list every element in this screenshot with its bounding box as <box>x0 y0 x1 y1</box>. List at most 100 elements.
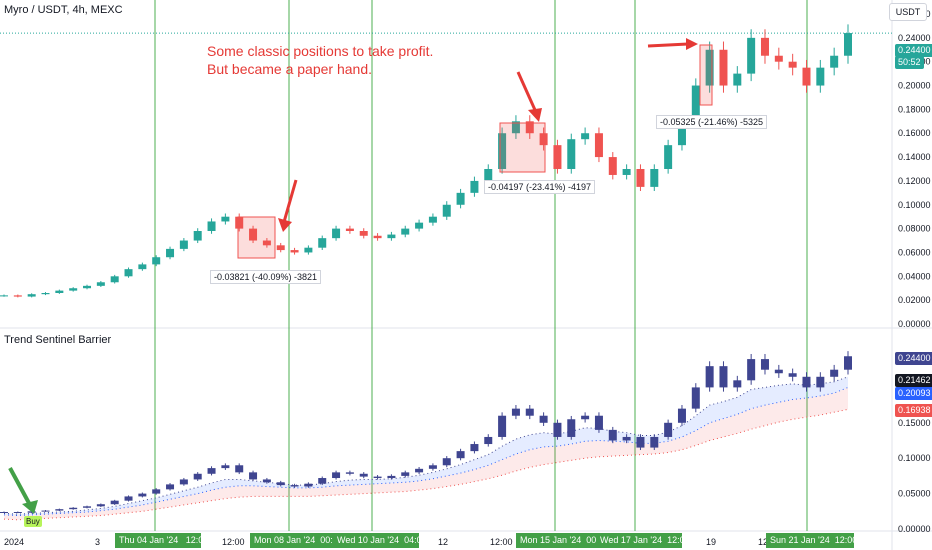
indicator-candle <box>290 485 299 487</box>
price-candle <box>290 250 299 253</box>
indicator-candle <box>470 444 479 452</box>
price-candle <box>235 216 244 229</box>
price-candle <box>525 121 534 134</box>
annotation-arrow-1 <box>282 179 298 223</box>
indicator-candle <box>262 479 271 483</box>
x-label-19: 19 <box>706 537 717 547</box>
x-highlight-5-time: 12:00 <box>667 535 690 545</box>
indicator-candle <box>318 478 327 484</box>
price-candle <box>747 37 756 74</box>
price-candle <box>138 264 147 270</box>
y-tick-label: 0.24000 <box>898 33 931 43</box>
currency-button[interactable]: USDT <box>889 3 927 21</box>
band-upper-line <box>3 376 849 515</box>
indicator-candle <box>428 465 437 469</box>
price-candle <box>55 290 64 293</box>
indicator-candle <box>13 512 22 514</box>
y-tick-label: 0.00000 <box>898 524 931 534</box>
price-candle <box>13 295 22 297</box>
y-tick-label: 0.10000 <box>898 453 931 463</box>
y-tick-label: 0.05000 <box>898 489 931 499</box>
annotation-line-1: Some classic positions to take profit. <box>207 43 434 59</box>
x-highlight-3-time: 04:00 <box>404 535 427 545</box>
indicator-candle <box>553 422 562 437</box>
indicator-candle <box>719 366 728 388</box>
indicator-tag-upper: 0.21462 <box>895 374 932 387</box>
indicator-candle <box>788 373 797 377</box>
price-candle <box>470 180 479 193</box>
indicator-candle <box>733 380 742 388</box>
price-candle <box>110 276 119 283</box>
y-tick-label: 0.04000 <box>898 271 931 281</box>
y-tick-label: 0.02000 <box>898 295 931 305</box>
indicator-candle <box>235 465 244 473</box>
indicator-candle <box>124 496 133 501</box>
indicator-candle <box>345 472 354 474</box>
price-candle <box>788 61 797 68</box>
y-tick-label: 0.14000 <box>898 152 931 162</box>
price-candle <box>179 240 188 249</box>
annotation-arrow-3 <box>647 42 689 48</box>
indicator-candle <box>138 493 147 497</box>
indicator-tag-close: 0.24400 <box>895 352 932 365</box>
y-tick-label: 0.08000 <box>898 224 931 234</box>
indicator-candle <box>401 472 410 476</box>
band-upper-fill <box>4 376 848 516</box>
y-tick-label: 0.12000 <box>898 176 931 186</box>
y-tick-label: 0.00000 <box>898 319 931 329</box>
price-candle <box>608 157 617 175</box>
indicator-candle <box>373 476 382 479</box>
price-candle <box>567 139 576 169</box>
price-candle <box>27 294 36 297</box>
y-tick-label: 0.15000 <box>898 418 931 428</box>
x-label-12: 12 <box>438 537 449 547</box>
price-candle <box>249 228 258 241</box>
x-highlight-6-time: 12:00 <box>834 535 858 545</box>
indicator-candle <box>774 369 783 374</box>
price-candle <box>166 248 175 258</box>
price-candle <box>152 257 161 265</box>
countdown-tag: 50:52 <box>895 56 924 69</box>
indicator-candle <box>193 473 202 480</box>
indicator-candle <box>816 376 825 388</box>
measure-box-3 <box>699 44 713 106</box>
measure-box-2 <box>499 122 546 173</box>
indicator-candle <box>55 509 64 511</box>
x-highlight-3-date: Wed 10 Jan '24 <box>337 535 400 545</box>
indicator-candle <box>0 512 8 514</box>
indicator-candle <box>415 468 424 473</box>
indicator-candle <box>664 422 673 437</box>
price-candle <box>539 133 548 146</box>
price-candle <box>622 169 631 175</box>
price-candle <box>774 55 783 62</box>
indicator-candle <box>525 408 534 416</box>
indicator-candle <box>276 482 285 486</box>
indicator-candle <box>844 356 852 370</box>
x-highlight-4-date: Mon 15 Jan '24 <box>520 535 582 545</box>
indicator-candle <box>594 415 603 430</box>
price-candle <box>428 216 437 223</box>
price-candle <box>304 247 313 253</box>
price-candle <box>456 192 465 205</box>
measurement-label-2: -0.04197 (-23.41%) -4197 <box>484 180 596 194</box>
chart-annotation: Some classic positions to take profit. B… <box>207 42 433 78</box>
x-highlight-4: Mon 15 Jan '24 00:00 <box>516 533 609 548</box>
indicator-candle <box>539 415 548 423</box>
last-price-tag: 0.24400 <box>895 44 932 57</box>
indicator-candle <box>152 489 161 494</box>
price-candle <box>636 169 645 187</box>
y-tick-label: 0.06000 <box>898 247 931 257</box>
price-candle <box>664 145 673 169</box>
x-label-3: 3 <box>95 537 101 547</box>
indicator-candle <box>622 436 631 441</box>
indicator-candle <box>387 475 396 479</box>
price-candle <box>193 231 202 241</box>
price-candle <box>581 133 590 140</box>
indicator-candle <box>581 415 590 420</box>
price-candle <box>484 169 493 181</box>
x-highlight-6: Sun 21 Jan '24 12:00 <box>766 533 857 548</box>
x-highlight-1-time: 12:00 <box>185 535 209 545</box>
indicator-candle <box>304 483 313 487</box>
price-candle <box>124 269 133 277</box>
